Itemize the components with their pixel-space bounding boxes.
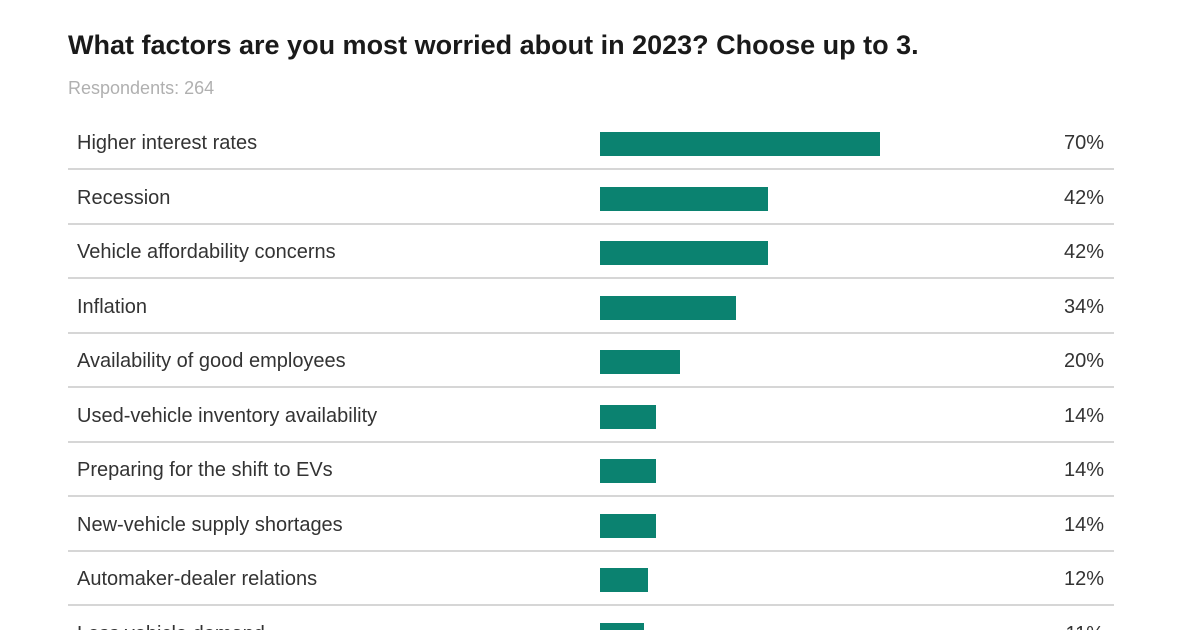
value-label: 14% xyxy=(1063,459,1104,481)
category-label: Automaker-dealer relations xyxy=(77,568,318,590)
chart-row: Vehicle affordability concerns 42% xyxy=(68,225,1114,279)
chart-row: Higher interest rates 70% xyxy=(68,116,1114,170)
category-label: New-vehicle supply shortages xyxy=(77,513,343,536)
bar xyxy=(600,622,644,630)
bar xyxy=(600,350,680,374)
bar xyxy=(600,513,656,538)
respondents-count: Respondents: 264 xyxy=(68,78,215,98)
category-label: Availability of good employees xyxy=(77,350,346,372)
category-label: Recession xyxy=(77,186,171,209)
category-label: Inflation xyxy=(77,295,148,318)
bar xyxy=(600,404,656,429)
value-label: 20% xyxy=(1063,350,1104,372)
chart-row: Recession 42% xyxy=(68,171,1114,225)
value-label: 42% xyxy=(1063,241,1104,263)
value-label: 11% xyxy=(1065,607,1104,630)
bar xyxy=(600,459,656,483)
bar xyxy=(600,295,736,320)
chart-row: Preparing for the shift to EVs 14% xyxy=(68,443,1114,497)
value-label: 42% xyxy=(1063,186,1104,209)
category-label: Vehicle affordability concerns xyxy=(77,241,336,263)
value-label: 34% xyxy=(1063,295,1104,318)
category-label: Higher interest rates xyxy=(77,132,258,154)
bar xyxy=(600,241,768,265)
category-label: Less vehicle demand xyxy=(77,607,265,630)
category-label: Preparing for the shift to EVs xyxy=(77,459,333,481)
chart-row: Inflation 34% xyxy=(68,280,1114,334)
category-label: Used-vehicle inventory availability xyxy=(77,404,378,427)
chart-row: Less vehicle demand 11% xyxy=(68,607,1114,630)
value-label: 70% xyxy=(1063,132,1104,154)
bar-chart: Higher interest rates 70% Recession 42% Vehi… xyxy=(68,116,1114,630)
chart-row: New-vehicle supply shortages 14% xyxy=(68,498,1114,552)
chart-row: Automaker-dealer relations 12% xyxy=(68,552,1114,606)
chart-title: What factors are you most worried about … xyxy=(68,30,919,60)
bar xyxy=(600,132,880,156)
value-label: 14% xyxy=(1063,513,1104,536)
value-label: 12% xyxy=(1063,568,1104,590)
chart-row: Used-vehicle inventory availability 14% xyxy=(68,389,1114,443)
bar xyxy=(600,568,648,592)
value-label: 14% xyxy=(1063,404,1104,427)
bar xyxy=(600,186,768,211)
chart-row: Availability of good employees 20% xyxy=(68,334,1114,388)
